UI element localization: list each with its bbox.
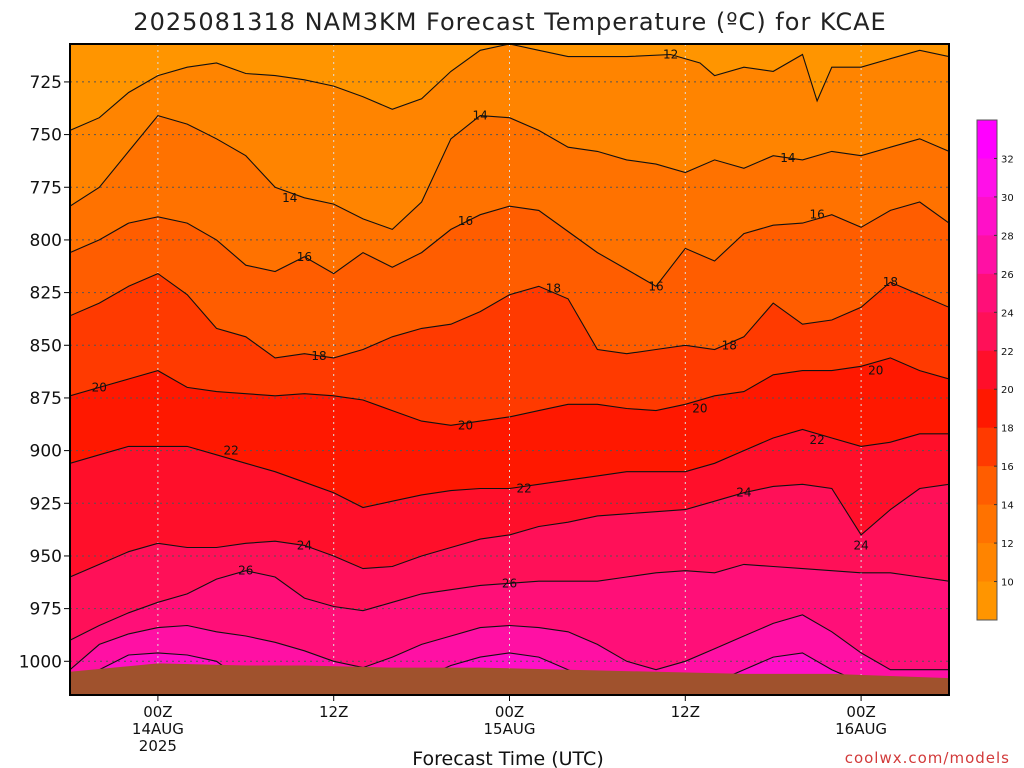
colorbar-tick-label: 20 <box>1001 385 1014 396</box>
isotherm-label-18: 18 <box>546 281 561 295</box>
x-tick-label: 00Z <box>143 703 172 721</box>
chart-title: 2025081318 NAM3KM Forecast Temperature (… <box>133 8 886 36</box>
isotherm-label-22: 22 <box>517 482 532 496</box>
isotherm-label-14: 14 <box>282 191 297 205</box>
colorbar-tick-label: 14 <box>1001 501 1014 512</box>
y-tick-label: 825 <box>30 284 62 304</box>
y-tick-label: 975 <box>30 600 62 620</box>
colorbar-tick-label: 18 <box>1001 424 1014 435</box>
y-tick-label: 800 <box>30 231 62 251</box>
isotherm-labels: 12 14 14 14 16 16 16 16 18 18 18 18 20 20 20 20 22 22 22 24… <box>92 48 898 591</box>
x-tick-label: 12Z <box>671 703 700 721</box>
colorbar-tick-label: 12 <box>1001 539 1014 550</box>
isotherm-20 <box>70 357 949 426</box>
ground-surface <box>70 663 949 695</box>
ground-fill <box>70 663 949 695</box>
isotherm-label-22: 22 <box>224 444 239 458</box>
colorbar-frame <box>976 119 998 621</box>
x-tick-label: 12Z <box>319 703 348 721</box>
colorbar-tick-label: 28 <box>1001 231 1014 242</box>
isotherm-label-26: 26 <box>502 576 517 590</box>
colorbar-segment <box>977 466 997 506</box>
isotherm-28 <box>70 614 949 671</box>
colorbar-tick-label: 16 <box>1001 462 1014 473</box>
colorbar-segment <box>977 273 997 313</box>
isotherm-12 <box>70 44 949 131</box>
colorbar-segment <box>977 350 997 390</box>
colorbar: 32 30 28 26 24 22 20 18 16 14 12 10 <box>976 119 1014 621</box>
isotherm-label-24: 24 <box>297 538 312 552</box>
isotherm-16 <box>70 201 949 288</box>
isotherm-label-20: 20 <box>692 401 707 415</box>
y-tick-label: 850 <box>30 336 62 356</box>
isotherm-label-18: 18 <box>311 349 326 363</box>
isotherm-22 <box>70 428 949 509</box>
credit-text: coolwx.com/models <box>845 749 1010 767</box>
colorbar-segment <box>977 504 997 544</box>
colorbar-segment <box>977 120 997 159</box>
isotherm-lines <box>70 44 949 683</box>
isotherm-label-14: 14 <box>780 151 795 165</box>
x-tick-label: 16AUG <box>835 720 887 738</box>
colorbar-tick-label: 30 <box>1001 193 1014 204</box>
colorbar-tick-label: 32 <box>1001 154 1014 165</box>
isotherm-label-20: 20 <box>92 380 107 394</box>
isotherm-label-16: 16 <box>648 279 663 293</box>
isotherm-label-12: 12 <box>663 48 678 62</box>
x-tick-label: 00Z <box>846 703 875 721</box>
isotherm-label-18: 18 <box>722 338 737 352</box>
y-tick-label: 775 <box>30 178 62 198</box>
x-tick-label: 15AUG <box>484 720 536 738</box>
isotherm-label-16: 16 <box>810 208 825 222</box>
y-tick-label: 950 <box>30 547 62 567</box>
colorbar-segment <box>977 312 997 352</box>
temperature-bands <box>70 44 949 695</box>
y-tick-label: 900 <box>30 442 62 462</box>
colorbar-segment <box>977 389 997 429</box>
colorbar-segment <box>977 196 997 236</box>
y-axis: 725 750 775 800 825 850 875 900 925 950 975 1000 <box>19 73 70 672</box>
x-tick-label: 2025 <box>139 737 177 755</box>
gridlines <box>70 44 949 695</box>
isotherm-24 <box>70 483 949 578</box>
isotherm-18 <box>70 272 949 359</box>
colorbar-tick-label: 26 <box>1001 270 1014 281</box>
colorbar-tick-label: 10 <box>1001 578 1014 589</box>
y-tick-label: 925 <box>30 494 62 514</box>
x-tick-label: 00Z <box>495 703 524 721</box>
isotherm-label-18: 18 <box>883 275 898 289</box>
colorbar-segment <box>977 543 997 583</box>
x-axis-label: Forecast Time (UTC) <box>412 748 603 768</box>
y-tick-label: 875 <box>30 389 62 409</box>
colorbar-tick-label: 22 <box>1001 347 1014 358</box>
plot-area: 12 14 14 14 16 16 16 16 18 18 18 18 20 20 20 20 22 22 22 24… <box>69 43 950 696</box>
x-tick-label: 14AUG <box>132 720 184 738</box>
isotherm-label-22: 22 <box>810 433 825 447</box>
isotherm-label-20: 20 <box>868 364 883 378</box>
isotherm-label-24: 24 <box>853 538 868 552</box>
colorbar-segment <box>977 158 997 198</box>
isotherm-label-24: 24 <box>736 486 751 500</box>
isotherm-label-16: 16 <box>458 214 473 228</box>
colorbar-segment <box>977 235 997 275</box>
isotherm-label-14: 14 <box>473 109 488 123</box>
isotherm-label-26: 26 <box>238 564 253 578</box>
isotherm-14 <box>70 114 949 231</box>
colorbar-tick-label: 24 <box>1001 308 1014 319</box>
isotherm-label-20: 20 <box>458 418 473 432</box>
colorbar-segment <box>977 581 997 621</box>
colorbar-segment <box>977 427 997 467</box>
y-tick-label: 1000 <box>19 652 62 672</box>
isotherm-26 <box>70 563 949 641</box>
y-tick-label: 750 <box>30 126 62 146</box>
isotherm-label-16: 16 <box>297 250 312 264</box>
y-tick-label: 725 <box>30 73 62 93</box>
isotherm-30 <box>70 652 949 683</box>
